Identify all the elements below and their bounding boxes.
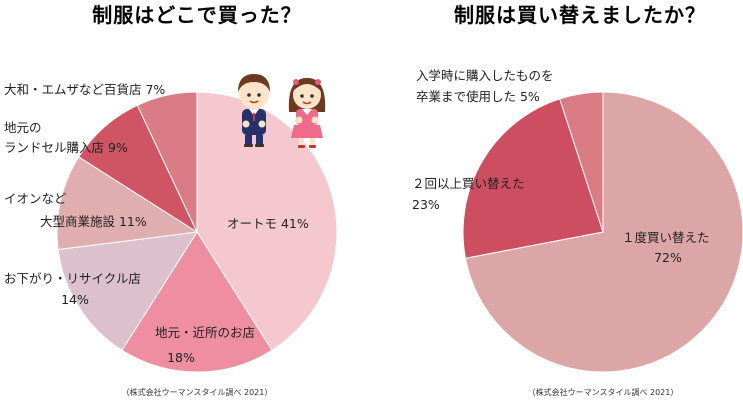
- svg-text:14%: 14%: [61, 292, 89, 307]
- svg-text:２回以上買い替えた: ２回以上買い替えた: [412, 176, 525, 191]
- svg-text:お下がり・リサイクル店: お下がり・リサイクル店: [4, 271, 141, 286]
- svg-text:72%: 72%: [654, 250, 682, 265]
- pie-slice: [464, 91, 743, 373]
- pie-slice: [57, 231, 198, 351]
- slice-label: 大型商業施設 11%: [40, 214, 147, 229]
- slice-label: 大和・エムザなど百貨店 7%: [4, 82, 165, 97]
- slice-label: お下がり・リサイクル店: [4, 271, 141, 286]
- chart-title-left: 制服はどこで買った？: [92, 3, 301, 27]
- svg-text:大和・エムザなど百貨店 7%: 大和・エムザなど百貨店 7%: [4, 82, 165, 97]
- svg-text:地元・近所のお店: 地元・近所のお店: [155, 325, 255, 340]
- students-illustration: [238, 74, 326, 148]
- left-labels: オートモ 41% 地元・近所のお店 18% お下がり・リサイクル店 14% イオ…: [4, 82, 309, 365]
- slice-label: ランドセル購入店 9%: [4, 140, 128, 155]
- right-labels: １度買い替えた 72% ２回以上買い替えた 23% 入学時に購入したものを 卒業…: [412, 68, 710, 265]
- slice-label: 23%: [412, 197, 440, 212]
- slice-label: ２回以上買い替えた: [412, 176, 525, 191]
- svg-text:イオンなど: イオンなど: [4, 191, 67, 206]
- chart-title-right: 制服は買い替えましたか？: [454, 3, 706, 27]
- pie-slice: [136, 91, 198, 233]
- svg-text:卒業まで使用した 5%: 卒業まで使用した 5%: [416, 89, 540, 104]
- slice-label: 卒業まで使用した 5%: [416, 89, 540, 104]
- girl-icon: [288, 78, 326, 148]
- slice-label: イオンなど: [4, 191, 67, 206]
- pie-slice: [78, 104, 199, 234]
- pie-slice: [121, 231, 273, 373]
- pie-slice: [559, 91, 604, 233]
- svg-text:ランドセル購入店 9%: ランドセル購入店 9%: [4, 140, 128, 155]
- boy-icon: [238, 74, 270, 147]
- svg-text:地元の: 地元の: [4, 120, 42, 135]
- slice-label: 72%: [654, 250, 682, 265]
- pie-right: [462, 91, 743, 373]
- svg-text:大型商業施設 11%: 大型商業施設 11%: [40, 214, 147, 229]
- slice-label: 地元の: [4, 120, 42, 135]
- slice-label: １度買い替えた: [622, 230, 710, 245]
- slice-label: オートモ 41%: [227, 216, 309, 231]
- pie-left: [56, 91, 338, 373]
- slice-label: 14%: [61, 292, 89, 307]
- svg-text:18%: 18%: [167, 350, 195, 365]
- source-note-right: （株式会社ウーマンスタイル調べ 2021）: [528, 387, 679, 397]
- pie-slice: [462, 98, 604, 259]
- svg-text:オートモ 41%: オートモ 41%: [227, 216, 309, 231]
- slice-label: 18%: [167, 350, 195, 365]
- pie-slice: [56, 156, 199, 251]
- source-note-left: （株式会社ウーマンスタイル調べ 2021）: [122, 387, 273, 397]
- svg-text:23%: 23%: [412, 197, 440, 212]
- svg-text:入学時に購入したものを: 入学時に購入したものを: [416, 68, 554, 83]
- slice-label: 地元・近所のお店: [155, 325, 255, 340]
- slice-label: 入学時に購入したものを: [416, 68, 554, 83]
- svg-text:１度買い替えた: １度買い替えた: [622, 230, 710, 245]
